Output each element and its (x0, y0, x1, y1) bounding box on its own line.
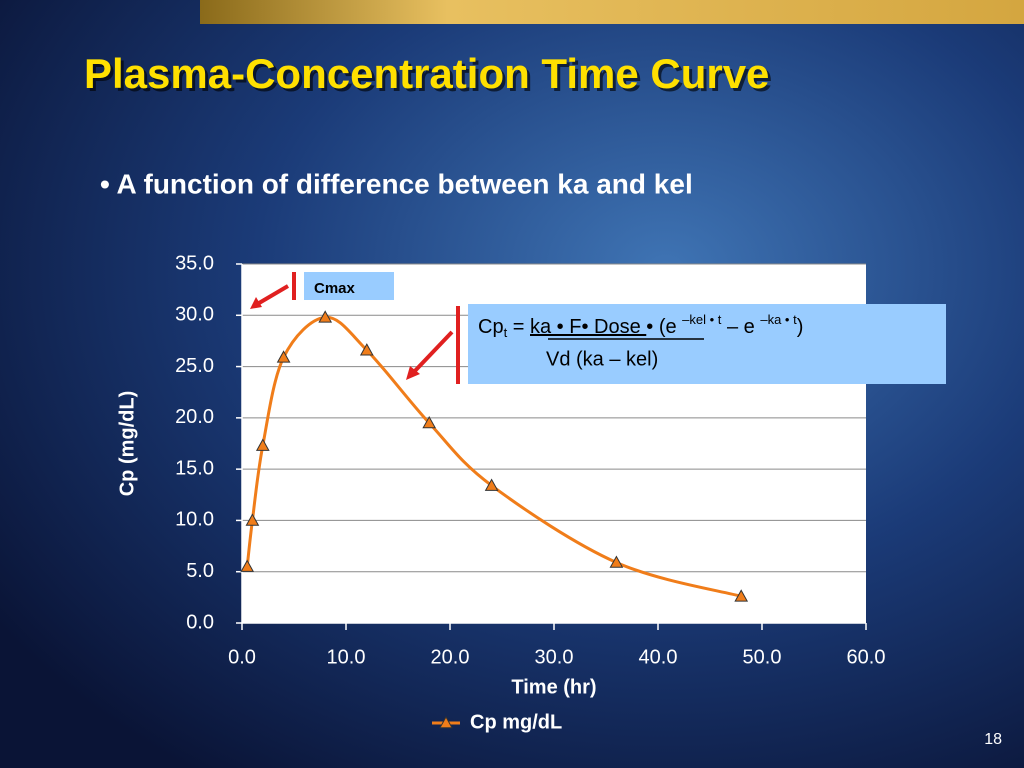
formula-part: – e (721, 316, 760, 338)
data-point (245, 513, 260, 526)
gold-bar (200, 0, 1024, 24)
formula-arrow (410, 330, 454, 376)
formula-part: –ka • t (760, 312, 797, 327)
cmax-box (304, 272, 394, 300)
legend-marker (439, 715, 453, 729)
x-tick-label: 0.0 (228, 646, 256, 668)
formula-part: –kel • t (682, 312, 722, 327)
x-tick-label: 30.0 (535, 646, 574, 668)
formula-part: ka • F• Dose (530, 316, 646, 338)
cmax-label: Cmax (314, 280, 356, 297)
bullet: • A function of difference between ka an… (100, 168, 693, 199)
data-point (240, 559, 255, 572)
formula-part: Cp (478, 316, 504, 338)
chart: 0.0 5.0 10.0 15.0 20.0 25.0 30.0 35.0 0.0 10.0 20.… (116, 252, 885, 733)
formula-denominator: Vd (ka – kel) (546, 348, 658, 370)
formula-box (468, 304, 946, 384)
arrow-head (250, 297, 262, 309)
x-tick-label: 20.0 (431, 646, 470, 668)
x-tick-label: 60.0 (847, 646, 886, 668)
x-axis-title: Time (hr) (511, 676, 596, 698)
formula-part: ) (797, 316, 804, 338)
y-axis-title: Cp (mg/dL) (116, 391, 138, 497)
formula-part: t (504, 325, 508, 340)
x-tick-label: 50.0 (743, 646, 782, 668)
slide-title-shadow: Plasma-Concentration Time Curve (87, 53, 772, 100)
formula-part: = (507, 316, 530, 338)
data-point (609, 555, 624, 568)
data-point (359, 343, 374, 356)
y-tick-label: 35.0 (175, 252, 214, 274)
y-tick-label: 0.0 (186, 611, 214, 633)
slide-title: Plasma-Concentration Time Curve (84, 50, 769, 97)
formula-part: • (e (646, 316, 682, 338)
data-point (255, 438, 270, 451)
legend-label: Cp mg/dL (470, 711, 562, 733)
data-point (484, 478, 499, 491)
x-tick-label: 40.0 (639, 646, 678, 668)
data-point (734, 589, 749, 602)
y-tick-label: 5.0 (186, 560, 214, 582)
x-tick-label: 10.0 (327, 646, 366, 668)
cmax-arrow (252, 284, 290, 308)
arrow-head (406, 366, 420, 380)
page-number: 18 (984, 731, 1002, 748)
y-tick-label: 10.0 (175, 509, 214, 531)
y-tick-label: 15.0 (175, 457, 214, 479)
formula: Cpt = ka • F• Dose • (e –kel • t – e –ka… (478, 312, 803, 340)
data-point (422, 415, 437, 429)
y-tick-label: 25.0 (175, 355, 214, 377)
data-point (318, 310, 333, 323)
y-tick-label: 30.0 (175, 304, 214, 326)
y-tick-label: 20.0 (175, 406, 214, 428)
data-point (276, 350, 291, 363)
